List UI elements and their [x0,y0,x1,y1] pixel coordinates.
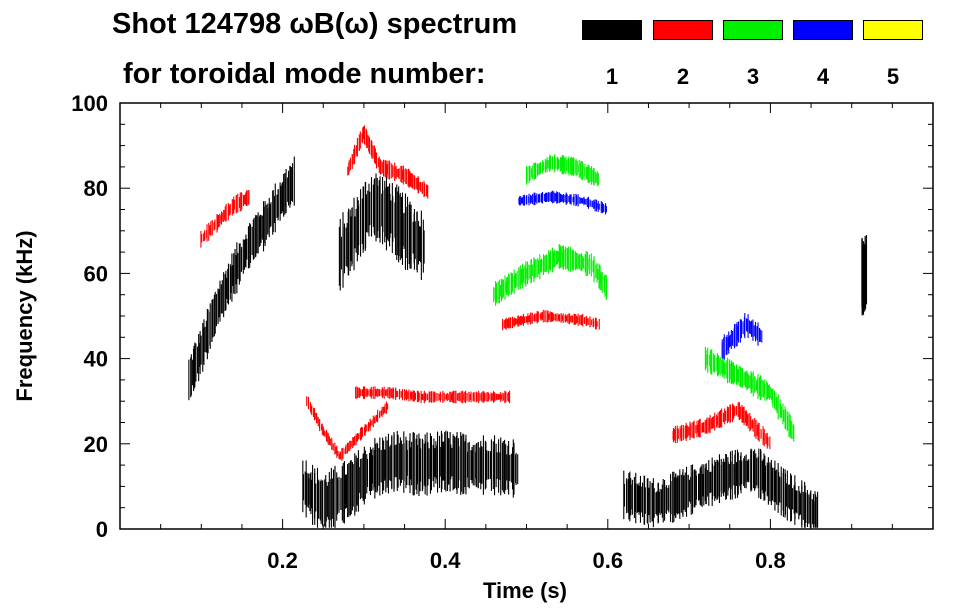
y-tick-label: 40 [84,347,108,372]
series-n-1-isolated [861,235,868,316]
y-tick-label: 20 [84,432,108,457]
legend-swatch-mode-4 [793,20,853,40]
legend-label-mode-3: 3 [746,64,760,89]
chart-title-line-2: for toroidal mode number: [123,58,486,90]
series-n-2-late-chirp [672,401,771,450]
y-axis-title: Frequency (kHz) [12,230,37,401]
series-n-2-late [502,309,600,331]
series-n-1-low-band [302,430,519,528]
series-n-2-mid-band [355,386,511,404]
spectrogram-features [188,125,868,528]
series-n-3-lower [493,243,608,306]
series-n-3-late [704,346,795,442]
series-n-1-late-low-band [623,448,819,528]
legend-label-mode-4: 4 [816,64,830,89]
x-axis-title: Time (s) [483,578,567,603]
legend-swatch-mode-1 [582,20,642,40]
x-tick-label: 0.8 [755,548,786,573]
series-n-1-mid-high-band [338,173,425,291]
legend-label-mode-5: 5 [886,64,900,89]
legend-label-mode-1: 1 [605,64,619,89]
series-n-2-peak-chirp [347,125,429,199]
legend-swatch-mode-2 [653,20,713,40]
x-tick-label: 0.6 [593,548,624,573]
series-n-1-early-chirp [188,156,295,401]
legend-swatch-mode-3 [723,20,783,40]
legend-swatch-mode-5 [863,20,923,40]
chart-title-line-1: Shot 124798 ωB(ω) spectrum [112,8,518,40]
series-n-4-late [721,313,763,360]
y-tick-label: 100 [71,91,108,116]
legend-label-mode-2: 2 [676,64,690,89]
x-tick-label: 0.4 [430,548,461,573]
y-tick-label: 60 [84,261,108,286]
y-tick-label: 80 [84,176,108,201]
series-n-2-descending [306,396,389,461]
series-n-4-band [518,190,607,215]
series-n-2-early-chirp [200,189,250,248]
series-n-3-upper [525,154,599,187]
x-tick-label: 0.2 [267,548,298,573]
y-tick-label: 0 [96,517,108,542]
axis-ticks: 0.2 0.4 0.6 0.8 0 20 40 60 80 100 [71,91,933,573]
